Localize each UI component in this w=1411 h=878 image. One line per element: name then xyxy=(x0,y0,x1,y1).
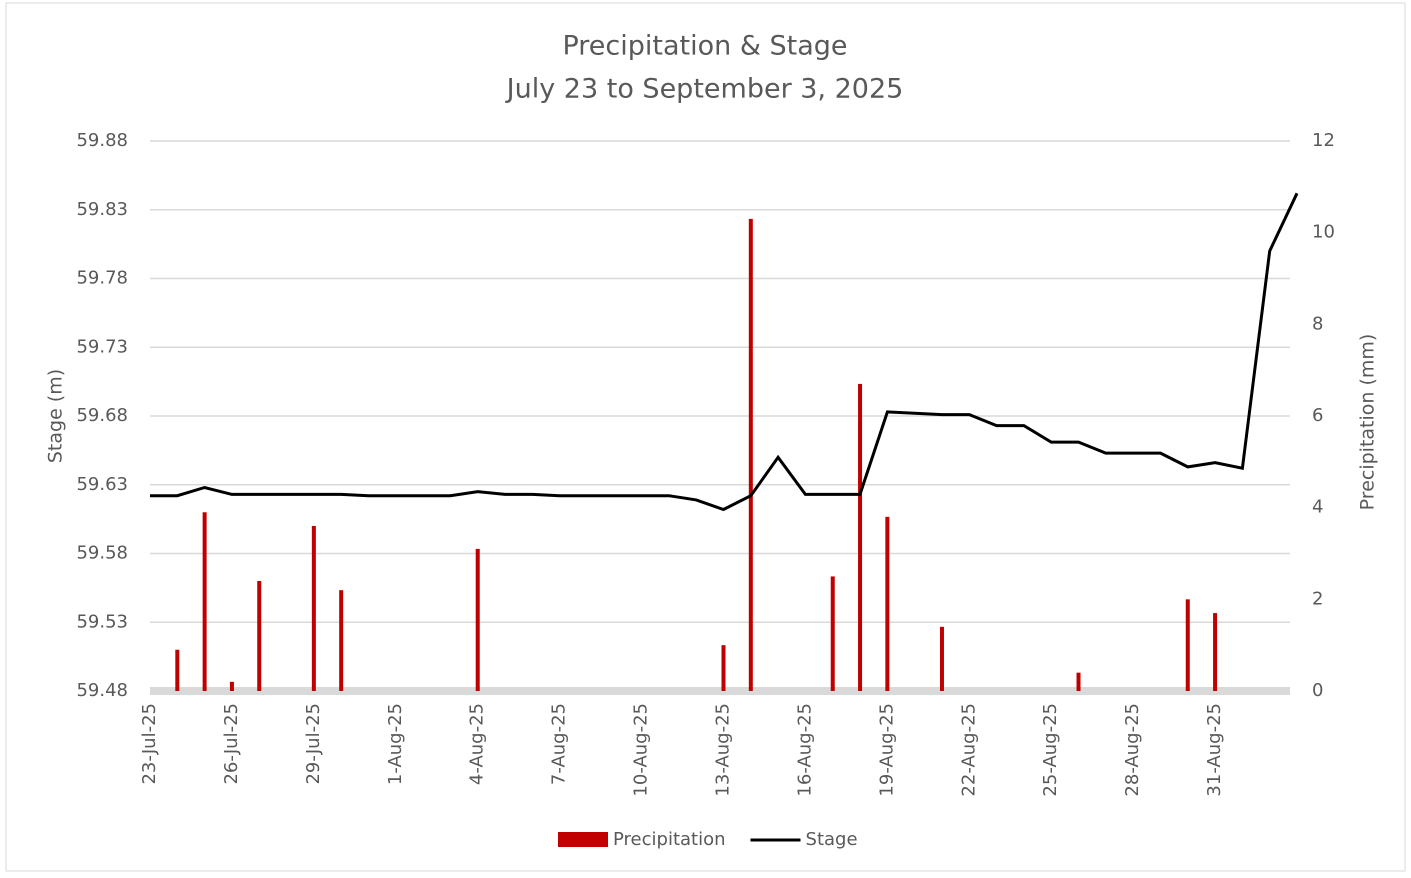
x-tick-label: 22-Aug-25 xyxy=(958,703,979,797)
x-tick-label: 10-Aug-25 xyxy=(631,703,652,797)
x-tick-label: 23-Jul-25 xyxy=(139,703,160,785)
legend-swatch xyxy=(558,832,608,847)
x-tick-label: 4-Aug-25 xyxy=(467,703,488,785)
bar xyxy=(229,681,234,691)
bar xyxy=(175,649,180,691)
y-tick-label: 59.83 xyxy=(76,199,128,220)
bar xyxy=(1185,599,1190,691)
chart-title: Precipitation & Stage xyxy=(562,31,847,62)
x-tick-label: 16-Aug-25 xyxy=(794,703,815,797)
y2-tick-label: 2 xyxy=(1312,588,1323,609)
y-axis-title: Stage (m) xyxy=(45,369,67,463)
y2-axis-title: Precipitation (mm) xyxy=(1357,334,1379,511)
bar xyxy=(858,383,863,691)
y2-tick-label: 6 xyxy=(1312,405,1323,426)
y-tick-label: 59.73 xyxy=(76,336,128,357)
y-tick-label: 59.53 xyxy=(76,611,128,632)
legend-label: Stage xyxy=(806,829,858,850)
y2-tick-label: 8 xyxy=(1312,313,1323,334)
x-tick-label: 25-Aug-25 xyxy=(1040,703,1061,797)
chart-frame xyxy=(5,2,1406,872)
x-tick-label: 19-Aug-25 xyxy=(876,703,897,797)
x-tick-label: 31-Aug-25 xyxy=(1204,703,1225,797)
legend-label: Precipitation xyxy=(613,829,726,850)
chart-subtitle: July 23 to September 3, 2025 xyxy=(505,74,904,105)
x-tick-label: 29-Jul-25 xyxy=(303,703,324,785)
y2-tick-label: 4 xyxy=(1312,497,1323,518)
line xyxy=(150,192,1299,512)
y2-tick-label: 12 xyxy=(1312,130,1335,151)
y-tick-label: 59.58 xyxy=(76,543,128,564)
bar xyxy=(339,590,344,691)
bar xyxy=(257,581,262,691)
y-tick-label: 59.88 xyxy=(76,130,128,151)
x-tick-label: 28-Aug-25 xyxy=(1122,703,1143,797)
y-tick-label: 59.68 xyxy=(76,405,128,426)
x-tick-label: 13-Aug-25 xyxy=(713,703,734,797)
y2-tick-label: 0 xyxy=(1312,680,1323,701)
y-tick-label: 59.48 xyxy=(76,680,128,701)
x-tick-label: 1-Aug-25 xyxy=(385,703,406,785)
x-tick-label: 7-Aug-25 xyxy=(549,703,570,785)
y-tick-label: 59.78 xyxy=(76,268,128,289)
bar xyxy=(475,548,480,691)
bar xyxy=(748,218,753,691)
bar xyxy=(721,645,726,691)
x-tick-label: 26-Jul-25 xyxy=(221,703,242,785)
bar xyxy=(1076,672,1081,691)
bar xyxy=(885,516,890,691)
bar xyxy=(830,576,835,691)
bar xyxy=(311,526,316,691)
y-tick-label: 59.63 xyxy=(76,474,128,495)
bar xyxy=(939,626,944,691)
y2-tick-label: 10 xyxy=(1312,222,1335,243)
bar xyxy=(202,512,207,691)
bar xyxy=(1213,613,1218,691)
